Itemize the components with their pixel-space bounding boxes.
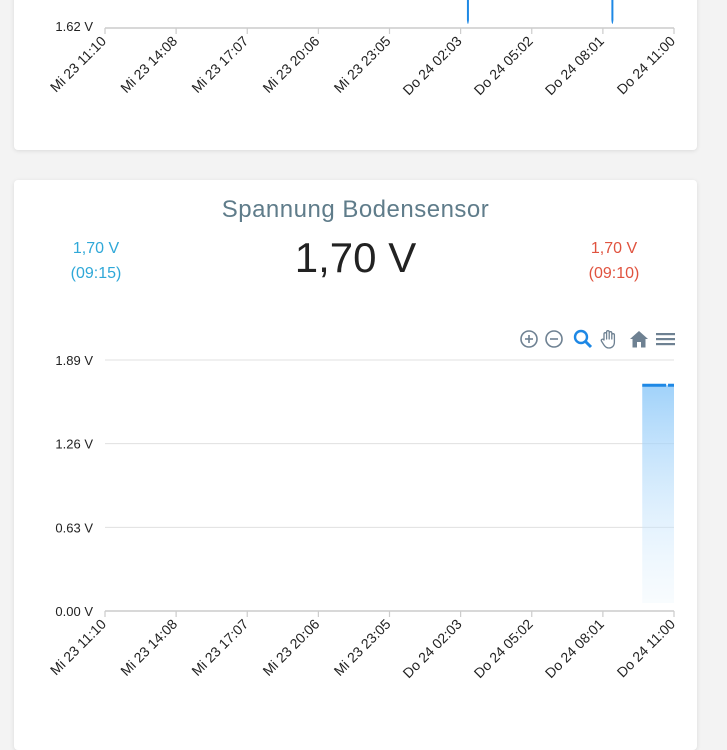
- min-value-box: 1,70 V (09:15): [56, 236, 136, 286]
- top-chart: 1.62 V Mi 23 11:10 Mi 23 14:08 Mi 23 17:07…: [47, 0, 679, 98]
- x-tick-label: Mi 23 14:08: [117, 33, 180, 96]
- menu-icon[interactable]: [654, 328, 676, 350]
- current-value: 1,70 V: [294, 234, 417, 281]
- y-tick-label: 1.62 V: [55, 19, 93, 34]
- x-tick-label: Mi 23 14:08: [117, 616, 180, 679]
- x-tick-label: Mi 23 17:07: [188, 33, 251, 96]
- max-value: 1,70 V: [590, 240, 638, 257]
- x-tick-label: Mi 23 17:07: [188, 616, 251, 679]
- series-spike: [611, 0, 614, 24]
- max-time: (09:10): [588, 265, 640, 282]
- voltage-chart[interactable]: 0.00 V0.63 V1.26 V1.89 V Mi 23 11:10 Mi 2…: [14, 180, 697, 750]
- min-value: 1,70 V: [72, 240, 120, 257]
- min-time: (09:15): [70, 265, 122, 282]
- x-tick-label: Mi 23 11:10: [47, 33, 109, 95]
- x-tick-label: Do 24 08:01: [542, 33, 607, 98]
- x-tick-label: Do 24 11:00: [614, 616, 679, 681]
- y-tick-label: 1.26 V: [55, 437, 93, 452]
- x-tick-label: Do 24 02:03: [399, 616, 464, 681]
- selection-zoom-icon[interactable]: [572, 328, 594, 350]
- card-title: Spannung Bodensensor: [221, 196, 490, 223]
- x-tick-label: Mi 23 23:05: [331, 33, 394, 96]
- x-tick-label: Mi 23 20:06: [259, 616, 322, 679]
- zoom-out-icon[interactable]: [543, 328, 565, 350]
- x-tick-label: Mi 23 23:05: [331, 616, 394, 679]
- voltage-sensor-card: Spannung Bodensensor 1,70 V (09:15) 1,70…: [14, 180, 697, 750]
- x-tick-label: Do 24 05:02: [471, 616, 536, 681]
- x-tick-label: Do 24 05:02: [471, 33, 536, 98]
- y-tick-label: 1.89 V: [55, 353, 93, 368]
- max-value-box: 1,70 V (09:10): [574, 236, 654, 286]
- x-tick-label: Mi 23 11:10: [47, 616, 109, 678]
- series-spike: [466, 0, 469, 24]
- series-area: [642, 385, 674, 603]
- x-tick-label: Do 24 08:01: [542, 616, 607, 681]
- pan-hand-icon[interactable]: [598, 328, 620, 350]
- y-tick-label: 0.00 V: [55, 604, 93, 619]
- x-tick-label: Do 24 02:03: [399, 33, 464, 98]
- x-tick-label: Do 24 11:00: [614, 33, 679, 98]
- zoom-in-icon[interactable]: [518, 328, 540, 350]
- y-tick-label: 0.63 V: [55, 520, 93, 535]
- home-icon[interactable]: [628, 328, 650, 350]
- x-tick-label: Mi 23 20:06: [259, 33, 322, 96]
- top-chart-card: 1.62 V Mi 23 11:10 Mi 23 14:08 Mi 23 17:07…: [14, 0, 697, 150]
